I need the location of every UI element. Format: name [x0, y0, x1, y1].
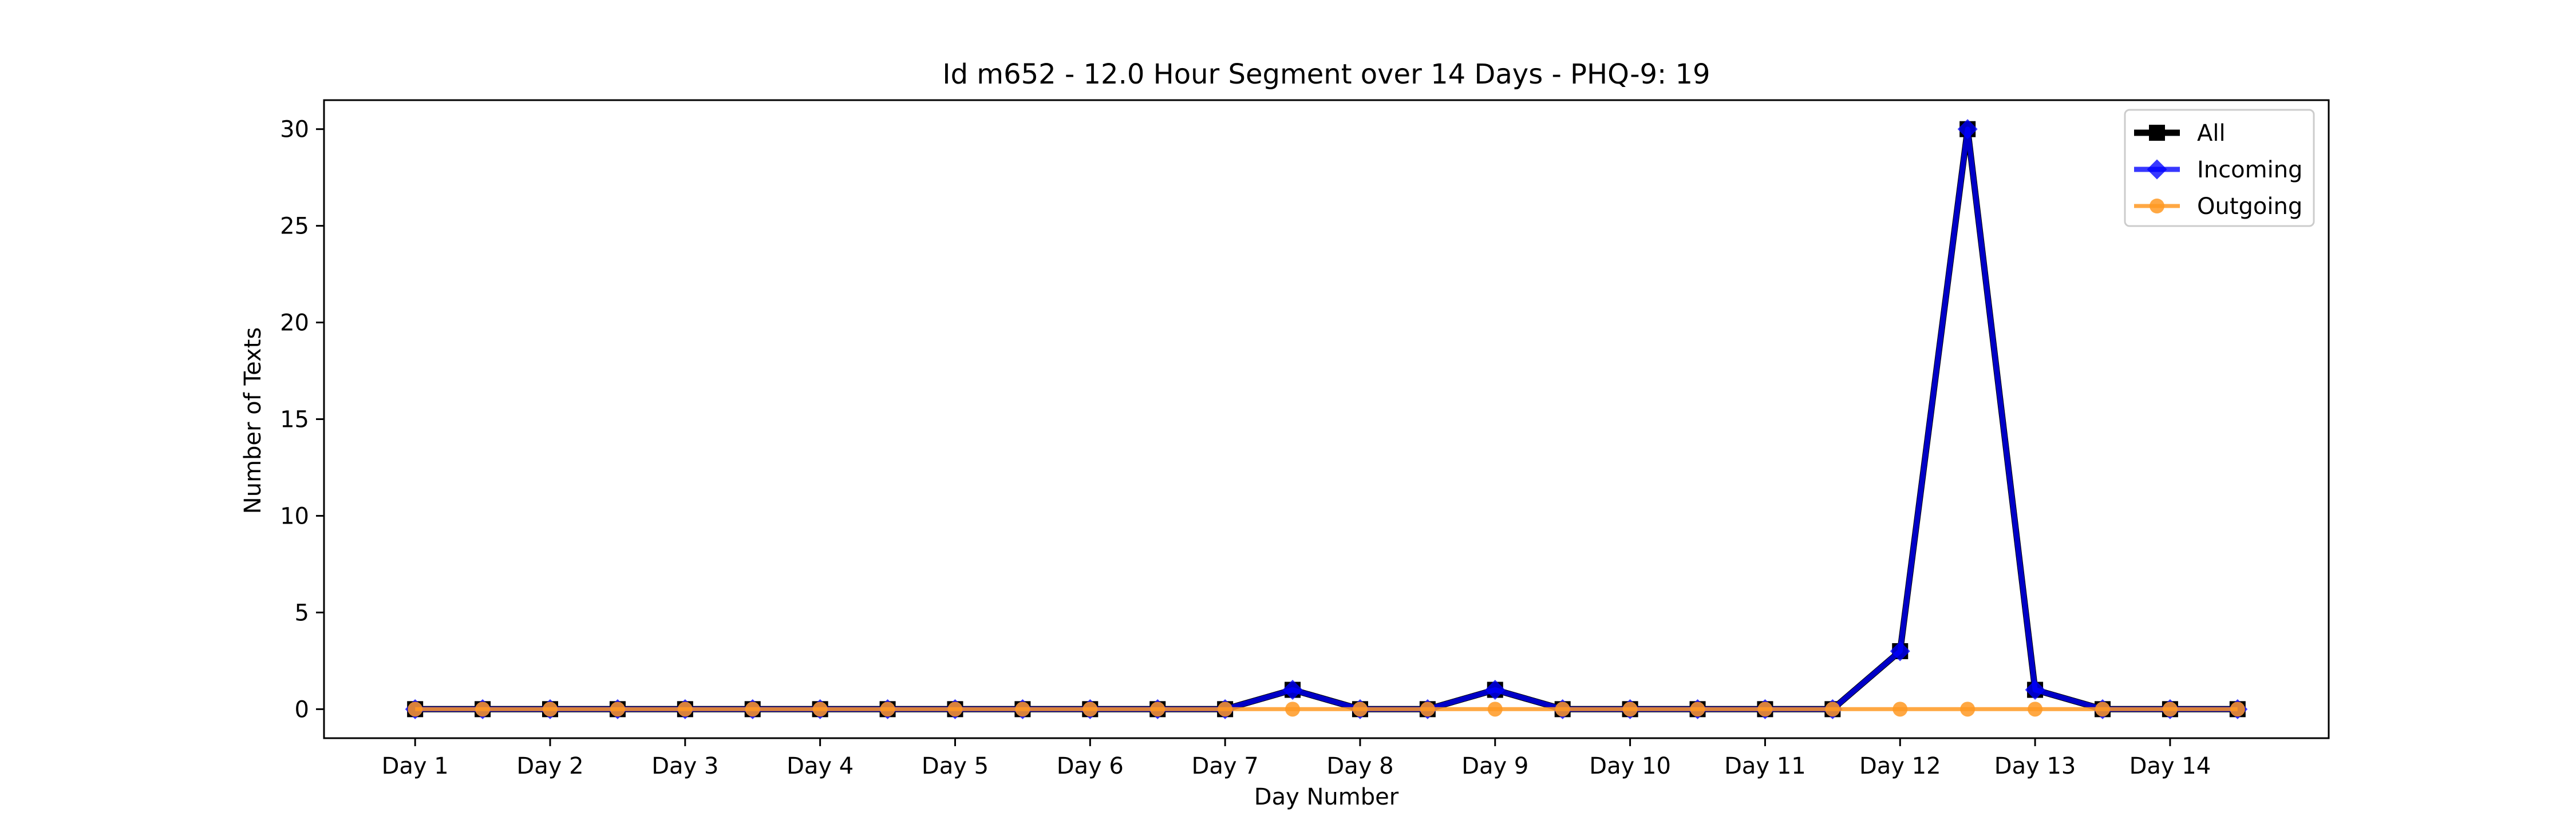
- x-axis-label: Day Number: [1254, 784, 1399, 810]
- data-point: [1015, 702, 1030, 717]
- data-point: [1957, 119, 1978, 140]
- data-point: [475, 702, 491, 717]
- y-tick-label: 20: [280, 310, 309, 336]
- y-axis-label: Number of Texts: [240, 327, 266, 514]
- chart-title: Id m652 - 12.0 Hour Segment over 14 Days…: [942, 58, 1710, 90]
- data-point: [1218, 702, 1233, 717]
- x-tick-label: Day 3: [651, 753, 718, 779]
- legend-label: All: [2197, 120, 2226, 146]
- data-point: [2028, 702, 2043, 717]
- data-point: [1825, 702, 1840, 717]
- data-point: [1282, 680, 1303, 700]
- data-point: [1487, 702, 1503, 717]
- x-tick-label: Day 13: [1994, 753, 2076, 779]
- x-tick-label: Day 6: [1057, 753, 1124, 779]
- data-point: [1352, 702, 1368, 717]
- y-tick-label: 30: [280, 117, 309, 143]
- x-tick-label: Day 4: [787, 753, 854, 779]
- series-outgoing: [408, 702, 2245, 717]
- series-incoming: [405, 119, 2248, 719]
- data-point: [1960, 702, 1976, 717]
- x-tick-label: Day 5: [922, 753, 989, 779]
- legend-marker: [2150, 199, 2164, 213]
- plot-area: 0 5 10 15 20 25 30 Day 1 Day 2 Day 3 Day 4 Day 5 Day…: [280, 99, 2330, 779]
- data-point: [745, 702, 760, 717]
- x-tick-label: Day 8: [1326, 753, 1393, 779]
- legend-item-outgoing: Outgoing: [2134, 193, 2302, 220]
- x-tick-label: Day 1: [382, 753, 449, 779]
- data-point: [812, 702, 828, 717]
- y-tick-label: 15: [280, 407, 309, 433]
- data-point: [610, 702, 625, 717]
- data-point: [947, 702, 963, 717]
- data-point: [2230, 702, 2245, 717]
- series-line: [415, 126, 2238, 712]
- data-point: [1890, 641, 1910, 661]
- data-point: [2162, 702, 2178, 717]
- data-point: [408, 702, 423, 717]
- data-point: [677, 702, 693, 717]
- legend-frame: [2124, 109, 2315, 227]
- x-tick-label: Day 2: [516, 753, 583, 779]
- data-point: [1150, 702, 1165, 717]
- x-tick-label: Day 10: [1589, 753, 1671, 779]
- data-point: [1622, 702, 1638, 717]
- data-point: [2025, 680, 2045, 700]
- data-point: [1690, 702, 1705, 717]
- y-tick-label: 0: [295, 696, 309, 723]
- legend-item-all: All: [2134, 120, 2226, 146]
- legend-label: Incoming: [2197, 157, 2302, 183]
- data-point: [1757, 702, 1773, 717]
- data-point: [1485, 680, 1506, 700]
- series-line: [415, 126, 2238, 712]
- data-point: [1420, 702, 1435, 717]
- y-tick-label: 25: [280, 213, 309, 240]
- data-point: [543, 702, 558, 717]
- x-tick-label: Day 11: [1724, 753, 1806, 779]
- x-tick-label: Day 14: [2129, 753, 2211, 779]
- data-point: [1082, 702, 1098, 717]
- legend-marker: [2147, 159, 2167, 180]
- y-tick-label: 5: [295, 600, 309, 626]
- x-tick-label: Day 9: [1461, 753, 1528, 779]
- legend-label: Outgoing: [2197, 193, 2302, 220]
- data-point: [880, 702, 895, 717]
- data-point: [1285, 702, 1301, 717]
- data-point: [1893, 702, 1908, 717]
- legend-marker: [2149, 125, 2165, 141]
- x-tick-label: Day 12: [1859, 753, 1941, 779]
- x-tick-label: Day 7: [1192, 753, 1259, 779]
- data-point: [1555, 702, 1570, 717]
- legend-item-incoming: Incoming: [2134, 157, 2302, 183]
- y-tick-label: 10: [280, 503, 309, 529]
- data-point: [2095, 702, 2110, 717]
- series-all: [407, 121, 2246, 718]
- legend: All Incoming Outgoing: [2124, 109, 2315, 227]
